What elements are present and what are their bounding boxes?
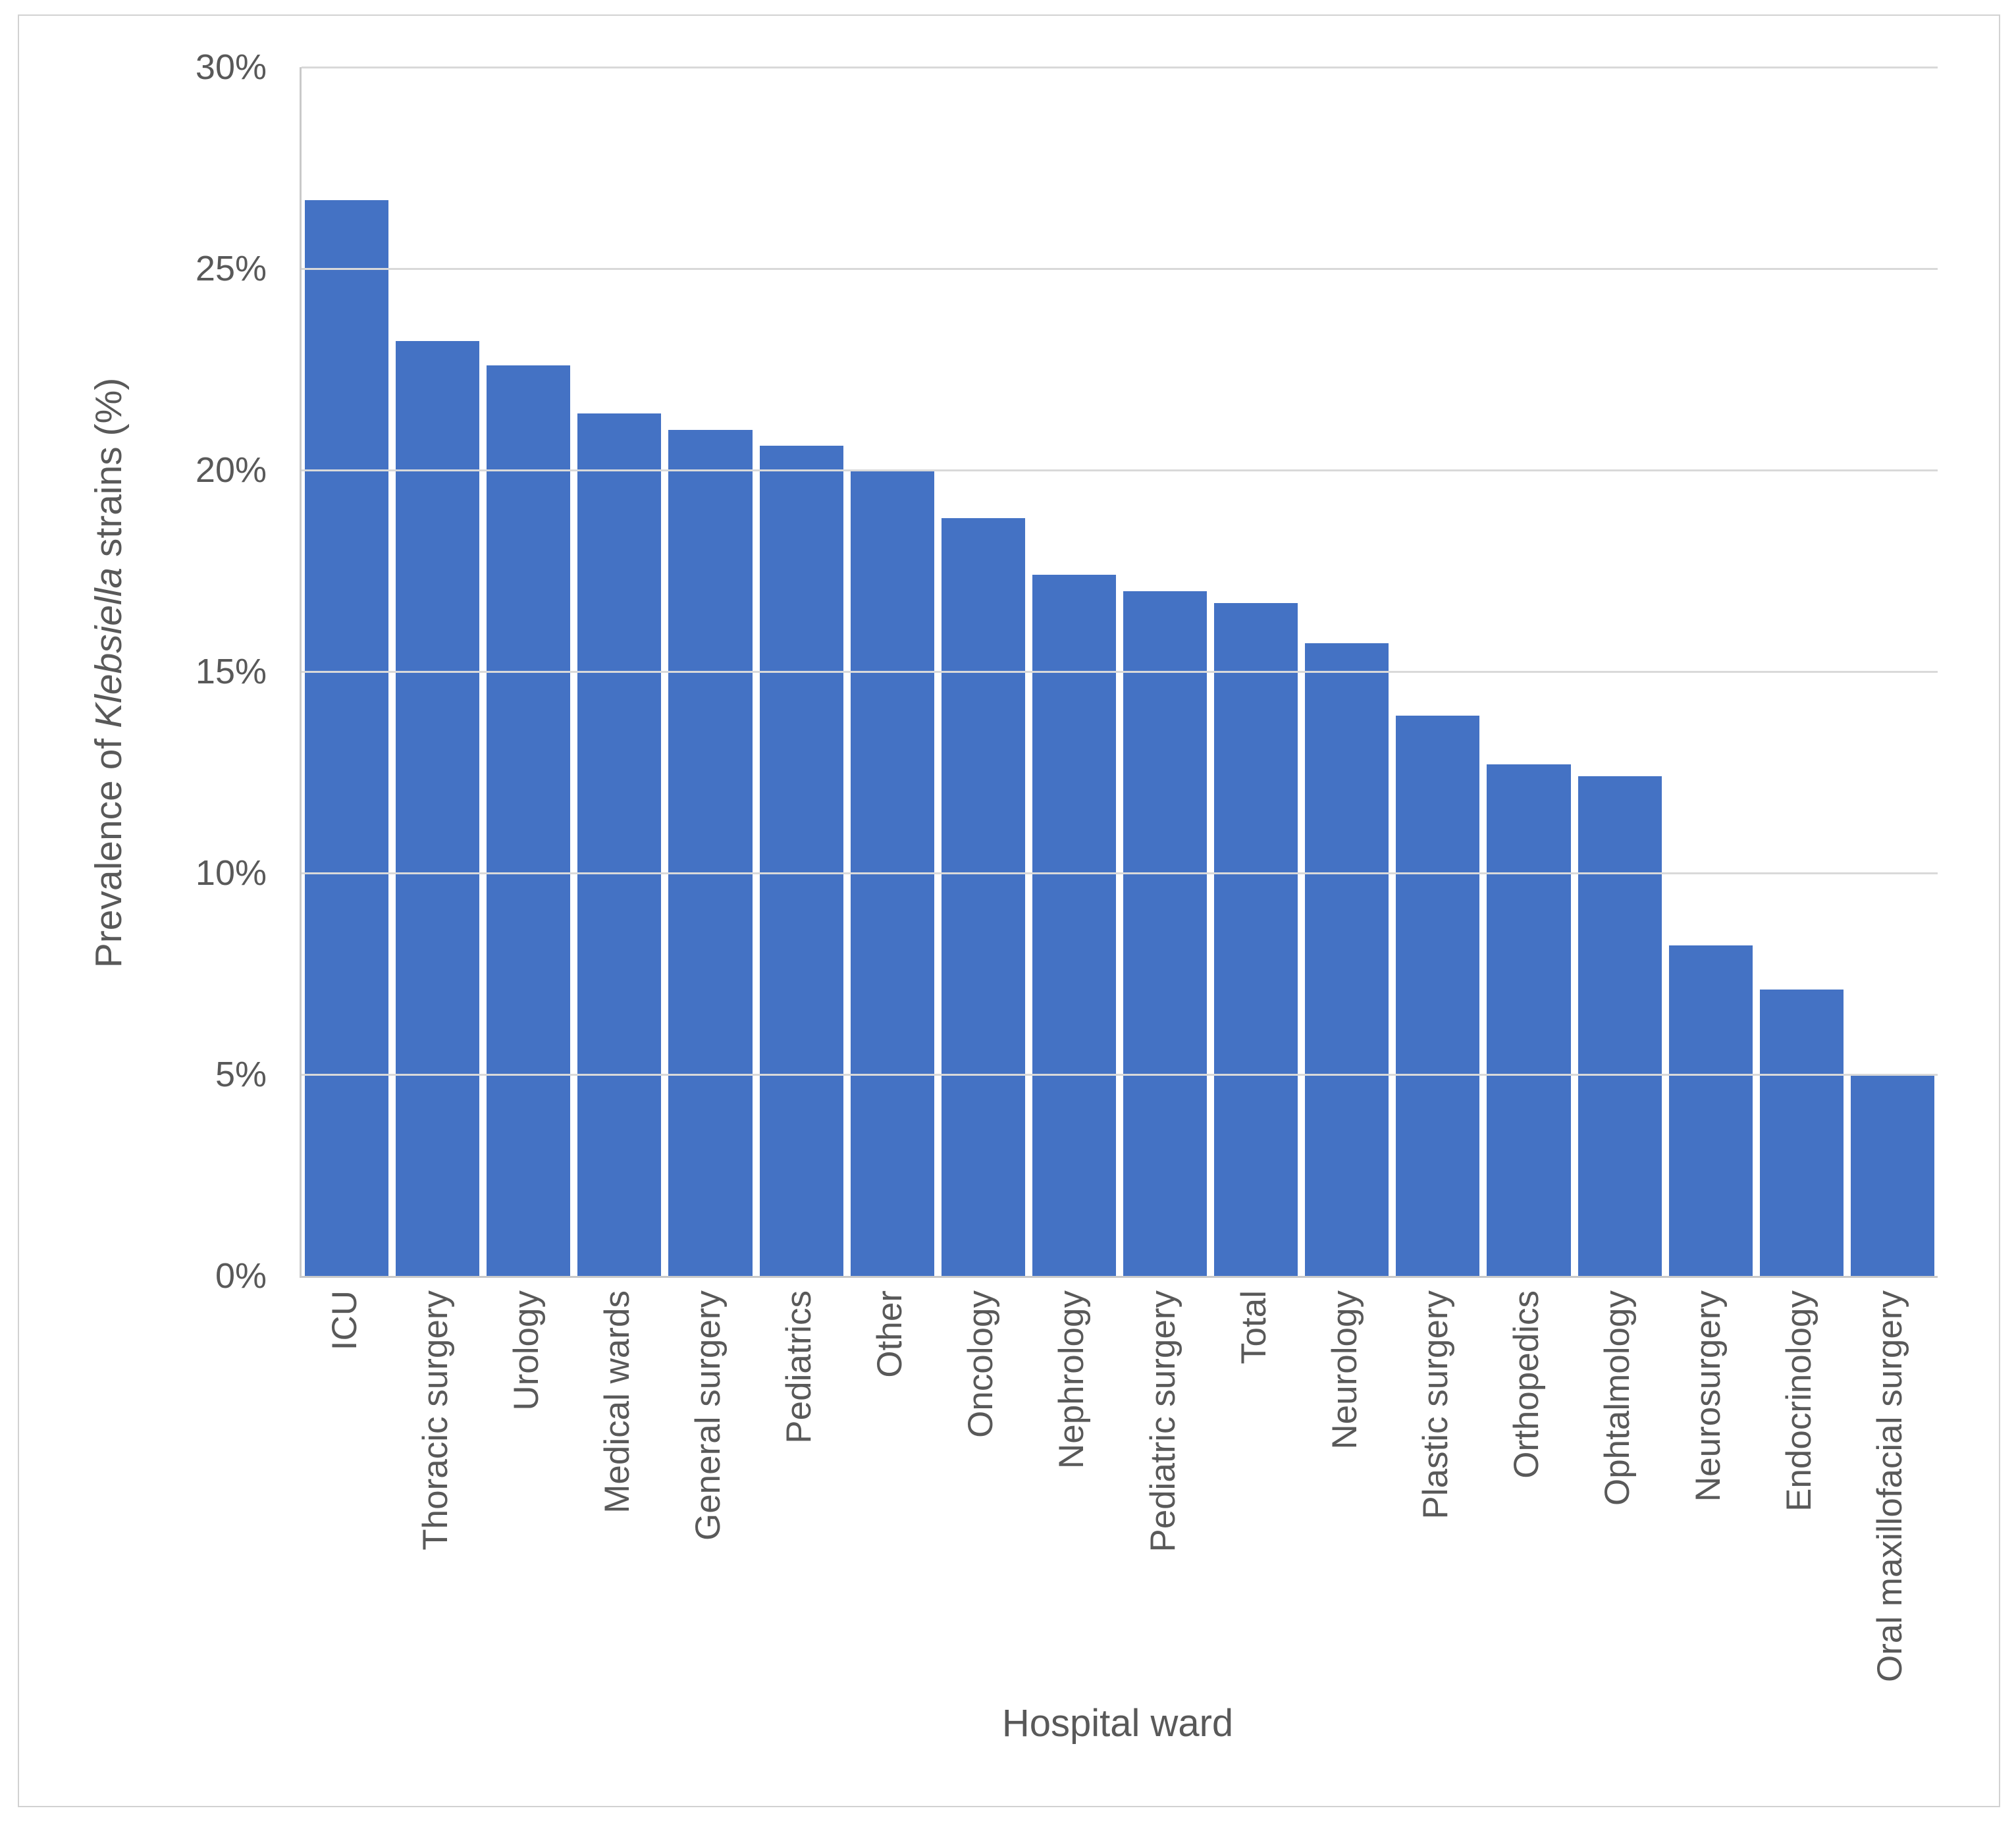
gridline-10pct [302,872,1938,875]
x-label-cell: Oncology [940,1290,1023,1725]
gridline-5pct [302,1074,1938,1076]
y-tick-label-0pct: 0% [215,1256,267,1296]
y-axis-tick-labels: 0% 5% 10% 15% 20% 25% 30% [0,47,267,1296]
x-category-label-pediatric-surgery: Pediatric surgery [1143,1290,1182,1552]
x-category-label-thoracic-surgery: Thoracic surgery [415,1290,455,1550]
bar-neurosurgery [1668,945,1753,1276]
x-label-cell: Other [849,1290,932,1725]
x-category-label-medical-wards: Medical wards [597,1290,637,1514]
gridline-15pct [302,671,1938,673]
bar-thoracic-surgery [396,341,480,1276]
plot-area [300,66,1938,1278]
x-category-label-nephrology: Nephrology [1052,1290,1092,1469]
x-axis-title: Hospital ward [1001,1702,1234,1745]
x-label-cell: Plastic surgery [1394,1290,1477,1725]
x-category-label-oncology: Oncology [961,1290,1001,1438]
x-label-cell: Total [1212,1290,1296,1725]
bar-series [302,67,1938,1276]
x-label-cell: Thoracic surgery [394,1290,477,1725]
bar-medical-wards [577,413,662,1276]
x-category-label-urology: Urology [506,1290,546,1411]
x-label-cell: Neurosurgery [1667,1290,1751,1725]
x-label-cell: Orthopedics [1485,1290,1568,1725]
gridline-30pct [302,66,1938,68]
x-category-label-endocrinology: Endocrinology [1780,1290,1819,1512]
x-category-label-general-surgery: General surgery [689,1290,728,1541]
x-label-cell: Nephrology [1030,1290,1114,1725]
y-tick-label-25pct: 25% [195,249,267,288]
bar-total [1214,602,1298,1276]
x-label-cell: Ophtalmology [1576,1290,1660,1725]
bar-oncology [941,518,1025,1276]
x-label-cell: Medical wards [575,1290,659,1725]
x-label-cell: Endocrinology [1758,1290,1842,1725]
x-category-label-icu: ICU [325,1290,364,1351]
x-category-label-plastic-surgery: Plastic surgery [1416,1290,1455,1520]
x-axis-category-labels: ICU Thoracic surgery Urology Medical wards G… [300,1290,1936,1725]
x-category-label-pediatrics: Pediatrics [780,1290,819,1444]
bar-neurology [1305,643,1389,1276]
bar-urology [487,365,571,1276]
y-tick-label-20pct: 20% [195,450,267,490]
x-category-label-other: Other [870,1290,910,1378]
gridline-25pct [302,268,1938,270]
bar-endocrinology [1759,990,1844,1276]
bar-ophtalmology [1578,776,1662,1276]
bar-pediatrics [759,446,843,1276]
x-category-label-oral-maxillofacial-surgery: Oral maxillofacial surgery [1870,1290,1910,1682]
x-category-label-orthopedics: Orthopedics [1506,1290,1546,1479]
x-category-label-neurosurgery: Neurosurgery [1689,1290,1728,1502]
x-label-cell: Urology [485,1290,568,1725]
bar-nephrology [1032,575,1116,1276]
x-label-cell: Pediatrics [758,1290,841,1725]
y-tick-label-30pct: 30% [195,47,267,87]
bar-icu [305,199,389,1276]
y-tick-label-10pct: 10% [195,853,267,893]
bar-plastic-surgery [1396,716,1480,1276]
y-tick-label-15pct: 15% [195,652,267,691]
x-label-cell: ICU [303,1290,386,1725]
bar-oral-maxillofacial-surgery [1850,1074,1934,1276]
y-tick-label-5pct: 5% [215,1055,267,1094]
x-label-cell: Pediatric surgery [1121,1290,1205,1725]
x-category-label-total: Total [1234,1290,1273,1364]
x-label-cell: Neurology [1303,1290,1387,1725]
x-label-cell: Oral maxillofacial surgery [1849,1290,1932,1725]
gridline-20pct [302,469,1938,472]
bar-general-surgery [668,429,753,1276]
x-category-label-neurology: Neurology [1325,1290,1364,1450]
x-category-label-ophtalmology: Ophtalmology [1598,1290,1637,1506]
bar-pediatric-surgery [1123,591,1207,1276]
bar-orthopedics [1487,764,1571,1276]
x-label-cell: General surgery [666,1290,750,1725]
